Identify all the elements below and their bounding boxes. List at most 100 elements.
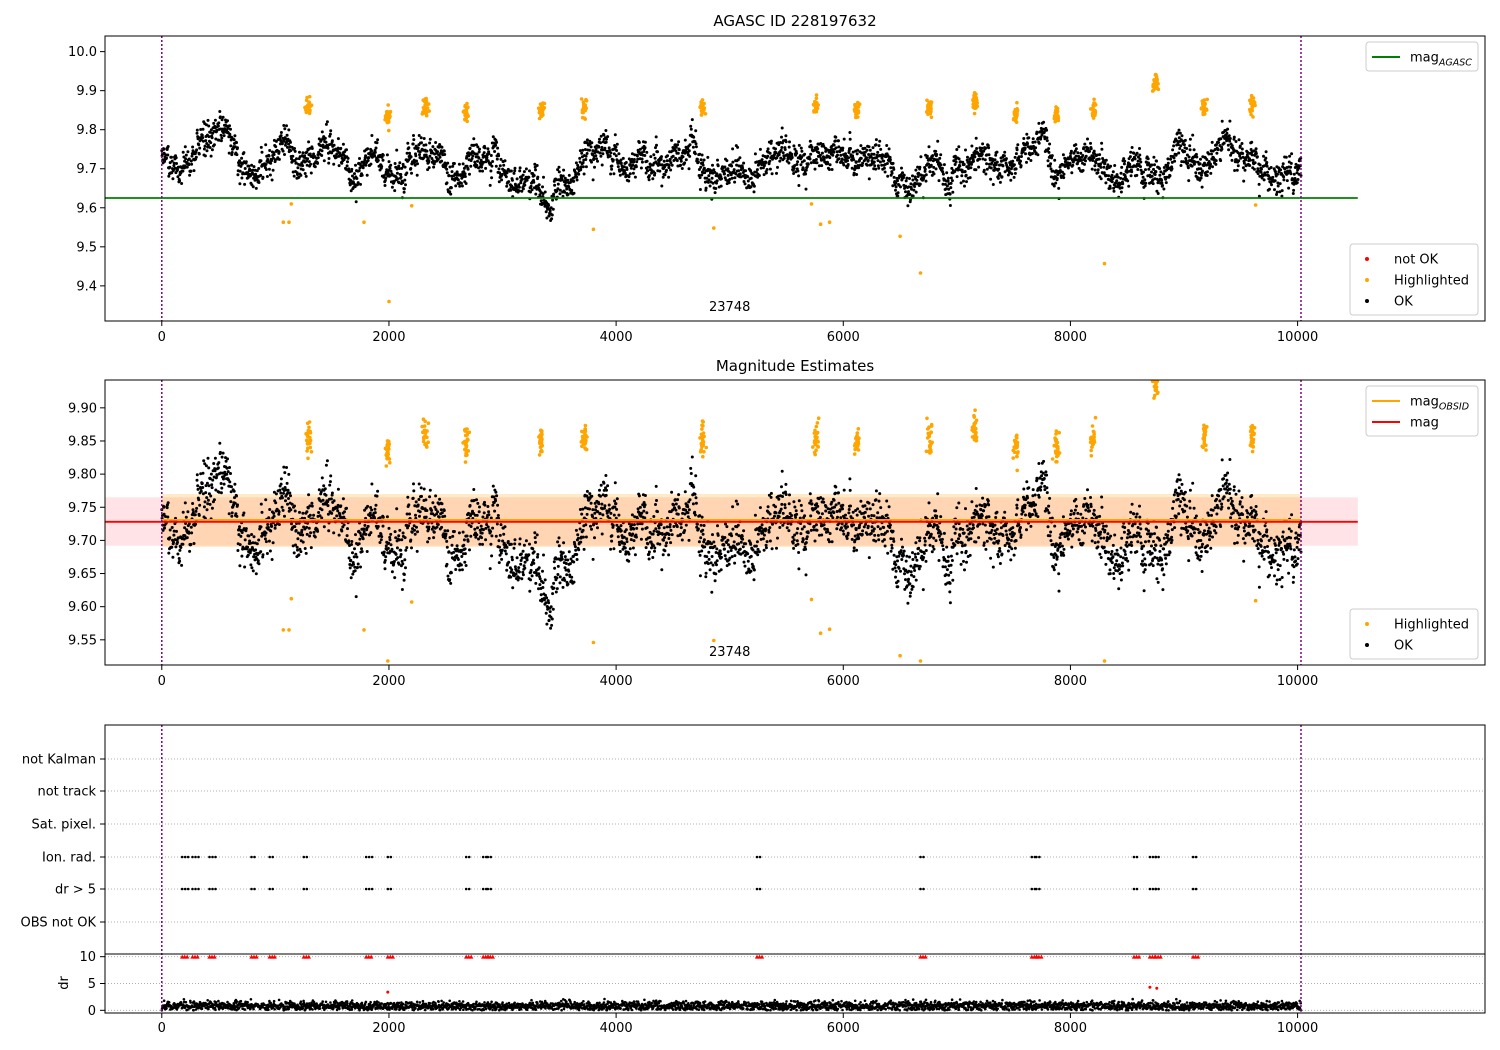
ok-point (228, 132, 232, 136)
ok-point (1130, 146, 1134, 149)
ok-point (518, 169, 522, 173)
ok-point (282, 465, 286, 469)
ok-point (909, 182, 913, 186)
ok-point (781, 151, 785, 155)
ok-point (1055, 177, 1059, 180)
y-tick-label: 9.4 (76, 279, 97, 294)
ok-point (316, 156, 320, 160)
ok-point (505, 184, 509, 188)
ok-point (238, 169, 242, 173)
ok-point (896, 194, 900, 198)
ok-point (440, 511, 444, 515)
ok-point (1112, 189, 1116, 193)
ok-point (865, 148, 869, 152)
ok-point (1289, 165, 1293, 169)
ok-point (1128, 162, 1132, 166)
ok-point (779, 148, 783, 152)
ok-point (828, 156, 832, 160)
ok-point (1214, 159, 1218, 163)
ok-point (489, 169, 493, 173)
ok-point (1166, 161, 1170, 165)
ok-point (636, 157, 640, 161)
ok-point (197, 143, 201, 147)
ok-point (442, 149, 446, 153)
highlighted-point (582, 105, 587, 110)
ok-point (679, 163, 683, 167)
ok-point (304, 174, 308, 178)
ok-point (1265, 161, 1269, 164)
ok-point (595, 157, 598, 161)
ok-point (432, 530, 436, 534)
ok-point (1228, 137, 1232, 140)
ok-point (212, 462, 216, 465)
ok-point (480, 536, 483, 540)
ok-point (673, 143, 677, 147)
ok-point (1219, 159, 1223, 163)
ok-point (413, 532, 417, 536)
ok-point (715, 179, 719, 183)
highlighted-point (925, 98, 929, 103)
ok-point (997, 167, 1001, 171)
ok-point (617, 152, 621, 156)
ok-point (172, 533, 176, 537)
ok-point (230, 511, 234, 515)
ok-point (250, 566, 254, 570)
ok-point (1177, 151, 1181, 155)
obsid-label: 23748 (709, 300, 750, 315)
ok-point (403, 536, 407, 540)
ok-point (970, 144, 974, 148)
ok-point (461, 530, 465, 534)
ok-point (450, 543, 454, 547)
ok-point (409, 167, 413, 170)
ok-point (1260, 167, 1263, 171)
ok-point (457, 162, 461, 166)
ok-point (460, 568, 464, 572)
ok-point (908, 177, 911, 180)
ok-point (356, 562, 360, 566)
ok-point (177, 557, 181, 560)
ok-point (360, 173, 364, 177)
ok-point (1153, 163, 1156, 167)
ok-point (449, 571, 453, 575)
ok-point (907, 190, 910, 194)
highlighted-point (856, 109, 861, 113)
ok-point (539, 199, 543, 203)
ok-point (323, 487, 327, 491)
ok-point (178, 179, 182, 183)
ok-point (517, 576, 521, 580)
ok-point (312, 530, 316, 534)
ok-point (622, 165, 626, 169)
ok-point (232, 138, 236, 142)
ok-point (1225, 131, 1229, 135)
ok-point (181, 150, 185, 154)
ok-point (211, 478, 215, 482)
ok-point (730, 176, 734, 180)
highlighted-point (1250, 100, 1254, 105)
ok-point (171, 555, 175, 559)
ok-point (280, 142, 284, 146)
ok-point (487, 510, 491, 514)
ok-point (1219, 137, 1223, 141)
ok-point (366, 504, 370, 508)
ok-point (380, 535, 384, 539)
ok-point (1226, 143, 1230, 147)
ok-point (358, 537, 362, 541)
ok-point (584, 158, 588, 161)
ok-point (174, 545, 178, 549)
ok-point (246, 545, 250, 549)
ok-point (701, 161, 705, 165)
ok-point (202, 459, 206, 463)
ok-point (1113, 164, 1117, 167)
highlighted-point (925, 108, 930, 113)
ok-point (886, 174, 890, 178)
ok-point (1037, 121, 1041, 125)
ok-point (514, 572, 518, 576)
ok-point (201, 471, 205, 475)
ok-point (436, 157, 440, 161)
ok-point (513, 542, 517, 546)
ok-point (303, 172, 307, 175)
ok-point (1045, 128, 1049, 132)
ok-point (550, 213, 554, 217)
ok-point (1276, 184, 1280, 188)
ok-point (609, 172, 613, 176)
